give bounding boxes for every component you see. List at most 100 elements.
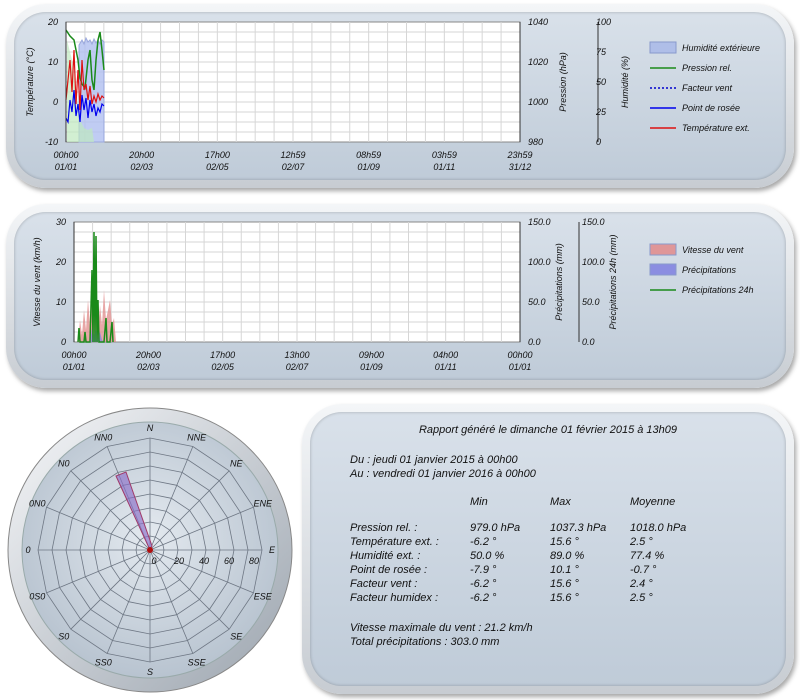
top-x-tick-date: 31/12 xyxy=(509,162,532,172)
temperature-line xyxy=(65,49,105,111)
top-x-tick-time: 17h00 xyxy=(205,150,230,160)
top-x-tick-time: 20h00 xyxy=(128,150,154,160)
top-right-ticks-label: 75 xyxy=(596,47,607,57)
mid-mid-ticks-label: 100.0 xyxy=(528,257,551,267)
report-title: Rapport généré le dimanche 01 février 20… xyxy=(418,424,678,436)
top-legend: Humidité extérieure Pression rel. Facteur … xyxy=(649,41,760,133)
rose-direction-label: S xyxy=(147,667,153,677)
rose-spoke xyxy=(149,506,254,551)
mid-right-ticks-label: 0.0 xyxy=(582,337,595,347)
report-row-min: 979.0 hPa xyxy=(470,522,521,534)
mid-left-ticks-label: 0 xyxy=(61,337,66,347)
top-left-axis-label: Température (°C) xyxy=(25,47,35,116)
rose-direction-label: N0 xyxy=(58,459,70,469)
top-legend-swatch xyxy=(649,41,677,54)
rose-labels: N NNE NE ENE E ESE SE SSE S SS0 S0 0S0 0 0N0 N0 NN0 xyxy=(25,423,276,677)
top-left-ticks: 20 10 0 -10 xyxy=(45,17,58,147)
report-row-max: 15.6 ° xyxy=(550,578,579,590)
top-legend-label: Humidité extérieure xyxy=(682,43,760,53)
report-row-min: 50.0 % xyxy=(470,550,505,562)
top-x-tick-time: 08h59 xyxy=(356,150,381,160)
report-row-label: Pression rel. : xyxy=(350,522,418,534)
wind-rose: N NNE NE ENE E ESE SE SSE S SS0 S0 0S0 0 0N0 N0 NN0 0 20… xyxy=(7,407,293,693)
report-row-avg: -0.7 ° xyxy=(630,564,657,576)
mid-series xyxy=(77,231,116,343)
rose-spoke xyxy=(149,446,194,551)
report-row-label: Facteur vent : xyxy=(350,578,418,590)
top-legend-label: Point de rosée xyxy=(682,103,740,113)
top-right-ticks-label: 0 xyxy=(596,137,601,147)
rose-scale-label: 40 xyxy=(199,556,209,566)
report-max-wind: Vitesse maximale du vent : 21.2 km/h xyxy=(350,622,533,634)
report-row-min: -6.2 ° xyxy=(470,592,497,604)
top-x-tick-time: 03h59 xyxy=(432,150,457,160)
report-row-avg: 1018.0 hPa xyxy=(630,522,687,534)
report-row-label: Facteur humidex : xyxy=(350,592,439,604)
mid-legend: Vitesse du vent Précipitations Précipitati… xyxy=(649,243,754,295)
top-x-tick-time: 12h59 xyxy=(280,150,305,160)
rose-spoke xyxy=(46,549,151,594)
report-row-avg: 2.4 ° xyxy=(630,578,653,590)
rose-center xyxy=(147,547,153,553)
top-mid-ticks-label: 1000 xyxy=(528,97,548,107)
rose-spoke xyxy=(106,549,151,654)
rose-direction-label: S0 xyxy=(58,631,69,641)
report-row-max: 89.0 % xyxy=(550,550,585,562)
top-legend-label: Pression rel. xyxy=(682,63,732,73)
rose-scale-label: 0 xyxy=(151,556,156,566)
rose-scale: 0 20 40 60 80 xyxy=(151,556,259,566)
pressure-line xyxy=(65,29,105,91)
top-mid-axis-label: Pression (hPa) xyxy=(558,52,568,112)
rose-direction-label: 0S0 xyxy=(29,592,45,602)
report-row-label: Humidité ext. : xyxy=(350,550,421,562)
mid-x-tick-time: 00h00 xyxy=(507,350,532,360)
mid-left-ticks-label: 10 xyxy=(56,297,66,307)
report-row-min: -7.9 ° xyxy=(470,564,497,576)
rose-direction-label: NN0 xyxy=(94,432,112,442)
top-right-ticks-label: 50 xyxy=(596,77,606,87)
top-x-tick-date: 01/11 xyxy=(433,162,455,172)
rose-direction-label: N xyxy=(147,423,154,433)
top-x-tick-time: 23h59 xyxy=(506,150,532,160)
top-x-tick-date: 01/09 xyxy=(357,162,380,172)
rose-direction-label: E xyxy=(269,545,276,555)
top-right-ticks-label: 100 xyxy=(596,17,611,27)
mid-grid xyxy=(74,222,520,342)
top-right-ticks: 100 75 50 25 0 xyxy=(595,17,611,147)
rose-direction-label: SE xyxy=(230,631,243,641)
top-x-tick-date: 02/03 xyxy=(130,162,153,172)
rose-direction-label: 0N0 xyxy=(29,498,46,508)
report-row-min: -6.2 ° xyxy=(470,578,497,590)
top-left-ticks-label: 10 xyxy=(48,57,58,67)
report-to: Au : vendredi 01 janvier 2016 à 00h00 xyxy=(350,468,536,480)
mid-x-tick-time: 20h00 xyxy=(135,350,161,360)
rose-spoke xyxy=(46,506,151,551)
report-row-avg: 2.5 ° xyxy=(630,536,653,548)
report-row-avg: 77.4 % xyxy=(630,550,665,562)
mid-left-ticks: 30 20 10 0 xyxy=(55,217,66,347)
dewpoint-line xyxy=(65,89,105,125)
rose-direction-label: ENE xyxy=(253,498,273,508)
mid-x-tick-date: 02/05 xyxy=(211,362,235,372)
top-x-tick-date: 02/07 xyxy=(282,162,306,172)
mid-legend-label: Précipitations 24h xyxy=(682,285,754,295)
mid-mid-axis-label: Précipitations (mm) xyxy=(554,243,564,321)
mid-legend-label: Précipitations xyxy=(682,265,737,275)
rose-direction-label: SSE xyxy=(188,658,207,668)
mid-x-tick-time: 00h00 xyxy=(61,350,86,360)
top-left-ticks-label: 0 xyxy=(53,97,58,107)
rose-spoke xyxy=(149,549,254,594)
top-series xyxy=(65,29,105,143)
rose-direction-label: NE xyxy=(230,459,243,469)
report-row-max: 15.6 ° xyxy=(550,536,579,548)
top-mid-ticks-label: 1040 xyxy=(528,17,548,27)
rose-direction-label: SS0 xyxy=(95,658,112,668)
report-row-max: 1037.3 hPa xyxy=(550,522,607,534)
report-header-avg: Moyenne xyxy=(630,496,676,508)
mid-left-axis-label: Vitesse du vent (km/h) xyxy=(32,237,42,326)
report-row-label: Point de rosée : xyxy=(350,564,428,576)
mid-chart: 30 20 10 0 150.0 100.0 50.0 0.0 150.0 100.0 50.0… xyxy=(32,217,754,372)
mid-x-tick-date: 01/11 xyxy=(435,362,457,372)
top-left-ticks-label: 20 xyxy=(47,17,58,27)
mid-x-tick-date: 02/03 xyxy=(137,362,160,372)
